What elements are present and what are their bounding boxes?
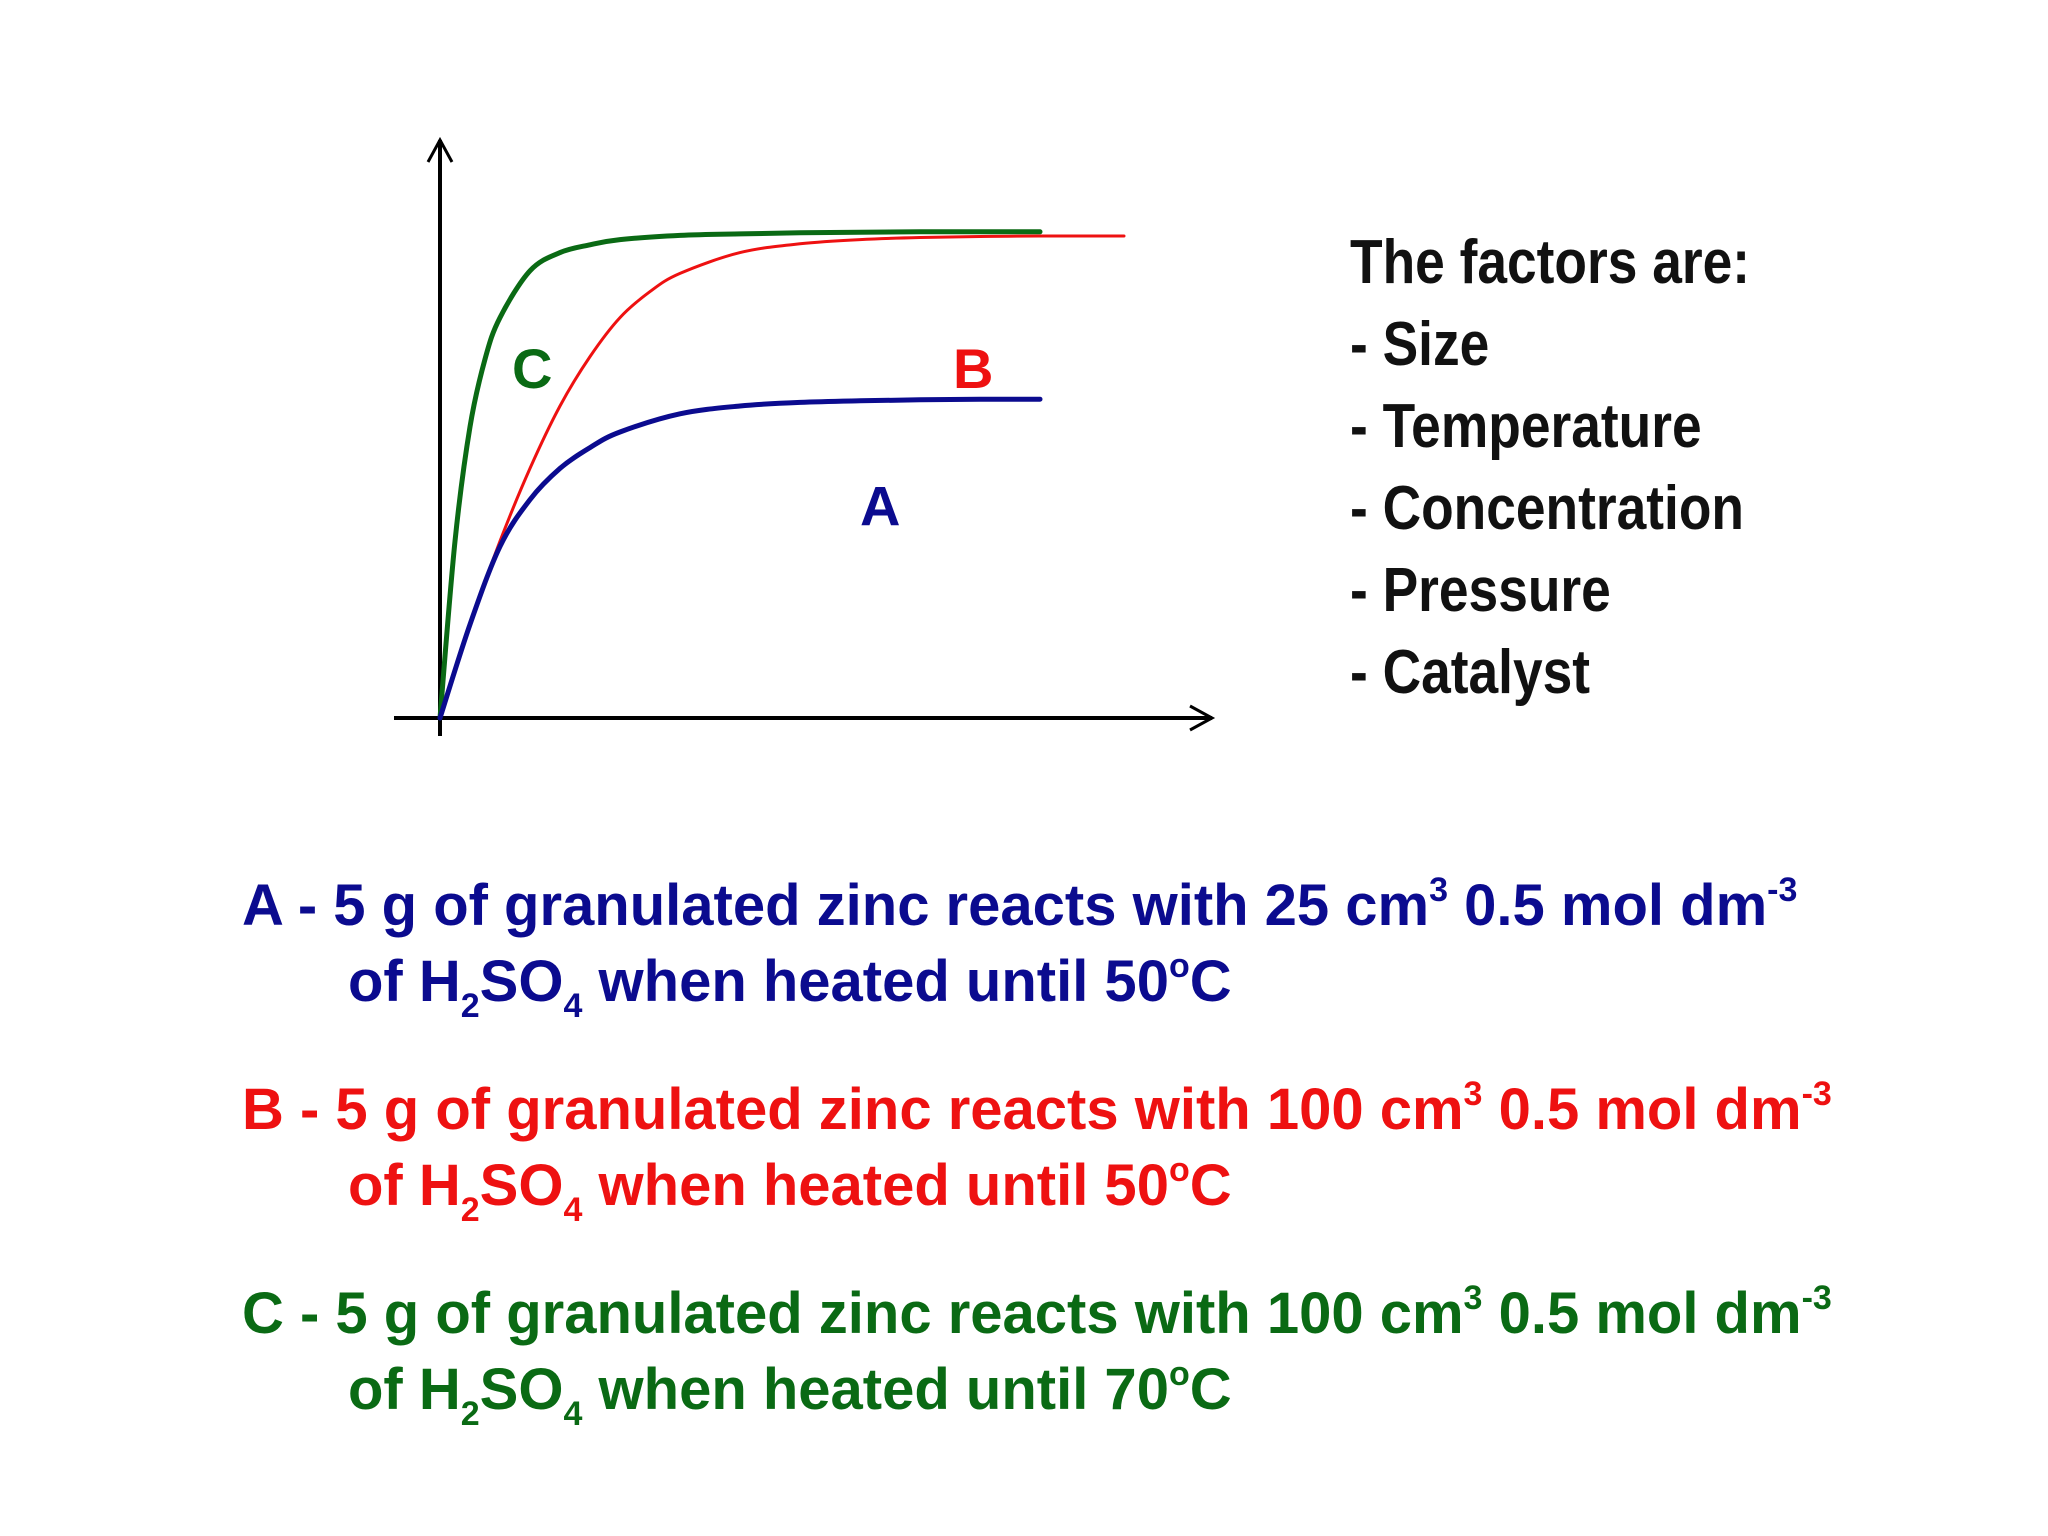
series-line-b	[438, 234, 1126, 720]
description-b-line1: B - 5 g of granulated zinc reacts with 1…	[242, 1075, 1832, 1142]
curve-label-a: A	[860, 475, 900, 538]
description-c: C - 5 g of granulated zinc reacts with 1…	[242, 1276, 1832, 1433]
factors-heading: The factors are:	[1350, 228, 1751, 297]
factors-list: The factors are: - Size - Temperature - …	[1350, 222, 1750, 714]
description-c-line1: C - 5 g of granulated zinc reacts with 1…	[242, 1279, 1832, 1346]
series-layer	[437, 229, 1126, 721]
curve-label-c: C	[512, 337, 552, 400]
series-line-a	[437, 396, 1043, 721]
description-b-line2: of H2SO4 when heated until 50oC	[348, 1151, 1232, 1229]
y-axis-arrowhead	[426, 136, 454, 163]
factor-size: - Size	[1350, 310, 1490, 379]
curve-label-b: B	[953, 337, 993, 400]
factor-concentration: - Concentration	[1350, 474, 1744, 543]
description-a: A - 5 g of granulated zinc reacts with 2…	[242, 868, 1798, 1025]
reaction-rate-chart: C B A	[394, 136, 1216, 736]
factor-temperature: - Temperature	[1350, 392, 1702, 461]
factor-catalyst: - Catalyst	[1350, 638, 1591, 707]
x-axis-arrowhead	[1189, 704, 1216, 732]
description-a-line2: of H2SO4 when heated until 50oC	[348, 947, 1232, 1025]
series-line-c	[437, 229, 1043, 721]
description-a-line1: A - 5 g of granulated zinc reacts with 2…	[242, 871, 1798, 938]
description-b: B - 5 g of granulated zinc reacts with 1…	[242, 1072, 1832, 1229]
curve-label-layer: C B A	[512, 337, 993, 538]
chart-axes	[394, 136, 1216, 736]
description-c-line2: of H2SO4 when heated until 70oC	[348, 1355, 1232, 1433]
factor-pressure: - Pressure	[1350, 556, 1611, 625]
